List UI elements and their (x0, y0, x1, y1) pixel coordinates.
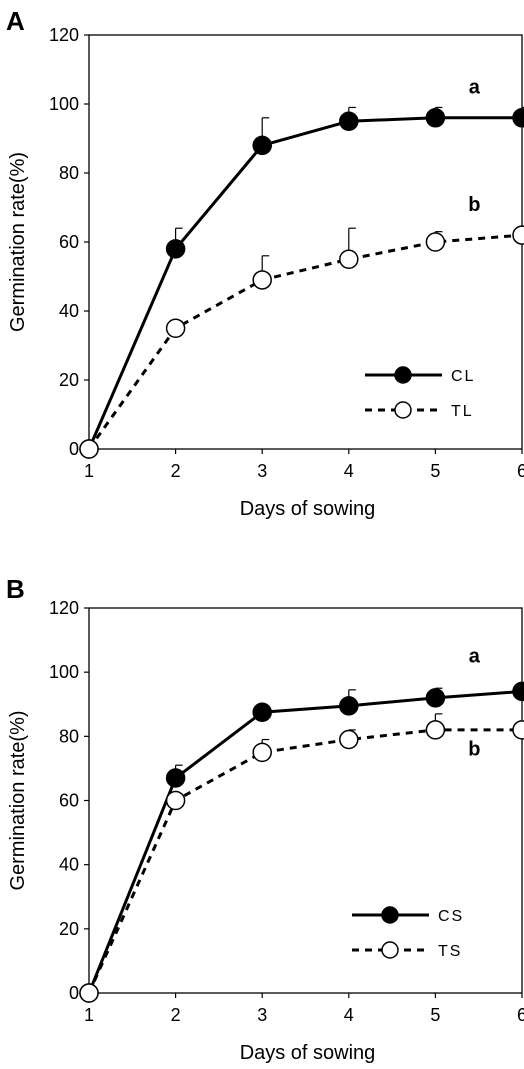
x-tick-label: 3 (257, 1005, 267, 1025)
y-tick-label: 60 (59, 232, 79, 252)
point-ts (165, 790, 186, 811)
series-line-cl (87, 116, 522, 450)
y-tick-label: 40 (59, 301, 79, 321)
point-cl (339, 111, 359, 131)
legend-marker-tl (394, 401, 412, 419)
y-tick-label: 20 (59, 919, 79, 939)
series-line-tl (87, 233, 523, 450)
point-tl (165, 318, 186, 338)
y-axis-label: Germination rate(%) (7, 710, 29, 890)
legend-marker-ts (381, 941, 399, 959)
point-cs (425, 688, 446, 708)
x-tick-label: 2 (171, 461, 181, 481)
x-tick-label: 1 (84, 461, 94, 481)
significance-letter-b: b (468, 739, 480, 761)
y-tick-label: 60 (59, 791, 79, 811)
point-tl (339, 249, 359, 269)
point-cs (339, 696, 359, 716)
y-tick-label: 120 (49, 598, 79, 618)
point-cl (512, 108, 524, 128)
x-tick-label: 5 (430, 1005, 440, 1025)
y-tick-label: 80 (59, 163, 79, 183)
legend-label-cs: CS (438, 908, 464, 925)
y-tick-label: 100 (49, 662, 79, 682)
legend-marker-cs (381, 906, 399, 924)
x-tick-label: 5 (430, 461, 440, 481)
point-tl (425, 232, 446, 252)
point-cl (425, 108, 446, 128)
y-tick-label: 0 (69, 439, 79, 459)
panel-a: A 0 20 40 60 80 100 120 1 2 3 4 5 6 Days of sowing Germ… (6, 6, 524, 520)
x-tick-label: 4 (344, 461, 354, 481)
legend-label-tl: TL (451, 403, 474, 420)
panel-letter: A (6, 6, 25, 36)
series-line-cs (87, 689, 523, 994)
point-cl (165, 239, 186, 259)
x-axis-label: Days of sowing (240, 498, 376, 520)
plot-frame (88, 34, 523, 450)
point-cs (512, 681, 524, 702)
series-line-ts (87, 728, 522, 994)
panel-b: B 0 20 40 60 80 100 120 1 2 3 4 5 6 Days of sowing Germ… (6, 574, 524, 1064)
y-tick-label: 40 (59, 855, 79, 875)
y-tick-label: 0 (69, 983, 79, 1003)
point-ts (252, 742, 272, 763)
point-tl (79, 439, 99, 459)
significance-letter-a: a (469, 646, 481, 668)
x-tick-label: 4 (344, 1005, 354, 1025)
significance-letter-a: a (469, 77, 481, 99)
point-cs (165, 768, 186, 788)
x-tick-label: 2 (171, 1005, 181, 1025)
panel-letter: B (6, 574, 25, 604)
legend-marker-cl (394, 366, 412, 384)
x-tick-label: 6 (517, 1005, 524, 1025)
y-tick-label: 120 (49, 25, 79, 45)
point-ts (512, 720, 524, 740)
point-ts (339, 729, 359, 750)
y-tick-label: 80 (59, 726, 79, 746)
legend-label-cl: CL (451, 368, 475, 385)
x-tick-label: 3 (257, 461, 267, 481)
point-cs (252, 702, 272, 723)
x-tick-label: 1 (84, 1005, 94, 1025)
y-tick-label: 100 (49, 94, 79, 114)
x-tick-label: 6 (517, 461, 524, 481)
point-tl (252, 270, 272, 290)
y-tick-label: 20 (59, 370, 79, 390)
point-cl (252, 135, 272, 156)
point-tl (512, 225, 524, 245)
y-axis-label: Germination rate(%) (7, 152, 29, 332)
plot-frame (88, 607, 523, 994)
significance-letter-b: b (468, 194, 480, 216)
point-ts (79, 983, 99, 1003)
x-axis-label: Days of sowing (240, 1042, 376, 1064)
legend-label-ts: TS (438, 943, 462, 960)
point-ts (425, 720, 446, 740)
